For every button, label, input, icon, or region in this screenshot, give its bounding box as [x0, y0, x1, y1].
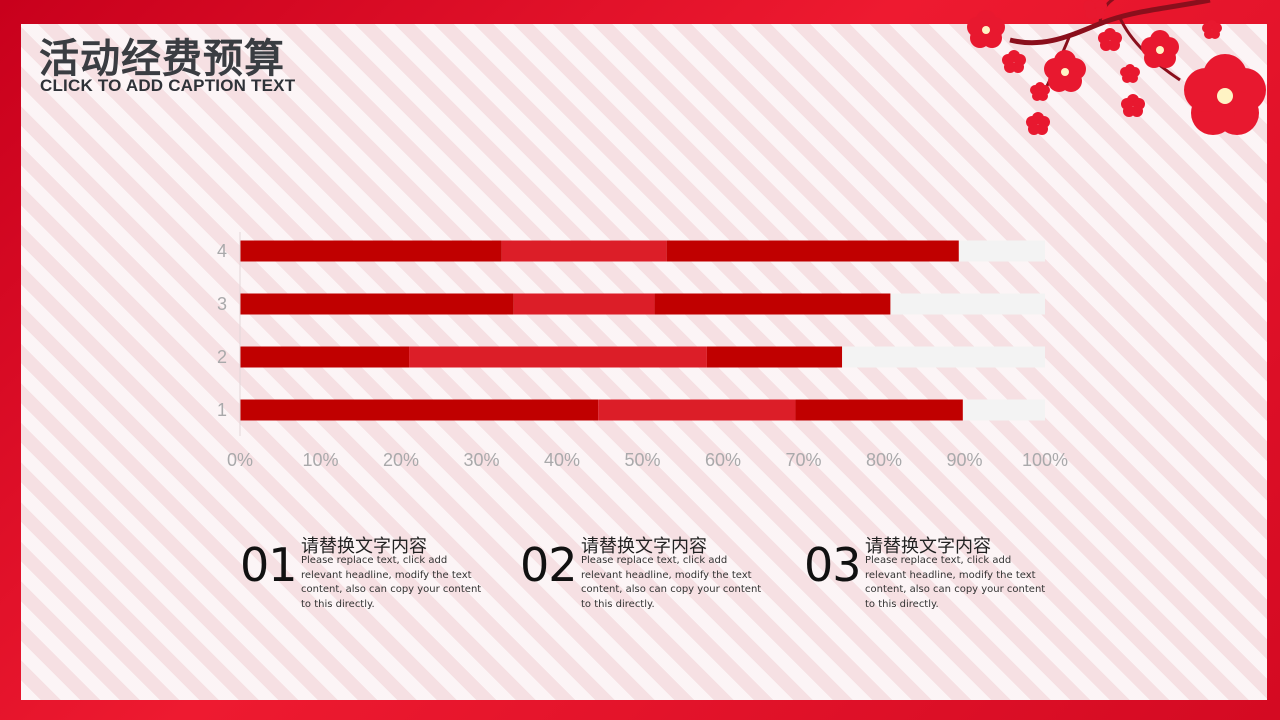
- category-label: 2: [217, 347, 227, 367]
- bar-segment-1-3: [795, 399, 963, 421]
- x-tick-label: 70%: [785, 450, 821, 470]
- bar-segment-2-1: [240, 346, 410, 368]
- bar-segment-3-3: [654, 293, 891, 315]
- bar-segment-1-2: [598, 399, 796, 421]
- info-item-2: 02 请替换文字内容 Please replace text, click ad…: [520, 532, 780, 622]
- bar-segment-2-3: [706, 346, 843, 368]
- category-label: 1: [217, 400, 227, 420]
- bar-segment-2-4: [842, 346, 1045, 368]
- item-body-text: Please replace text, click add relevant …: [301, 555, 482, 610]
- info-item-3: 03 请替换文字内容 Please replace text, click ad…: [804, 532, 1064, 622]
- x-tick-label: 0%: [227, 450, 253, 470]
- x-tick-label: 80%: [866, 450, 902, 470]
- x-tick-label: 40%: [544, 450, 580, 470]
- x-tick-label: 60%: [705, 450, 741, 470]
- slide-caption: CLICK TO ADD CAPTION TEXT: [40, 76, 296, 95]
- bar-segment-1-4: [962, 399, 1045, 421]
- item-heading: 请替换文字内容: [865, 536, 991, 557]
- bar-segment-4-1: [240, 240, 502, 262]
- item-number: 03: [804, 538, 862, 592]
- x-tick-label: 20%: [383, 450, 419, 470]
- item-number: 02: [520, 538, 578, 592]
- bar-segment-4-2: [501, 240, 667, 262]
- bar-segment-3-4: [890, 293, 1045, 315]
- item-number: 01: [240, 538, 298, 592]
- x-tick-label: 10%: [302, 450, 338, 470]
- category-label: 4: [217, 241, 227, 261]
- plum-blossom-decoration: [967, 0, 1266, 135]
- bar-segment-3-1: [240, 293, 514, 315]
- category-label: 3: [217, 294, 227, 314]
- bar-segment-1-1: [240, 399, 599, 421]
- item-heading: 请替换文字内容: [301, 536, 427, 557]
- x-tick-label: 50%: [624, 450, 660, 470]
- bar-segment-4-4: [958, 240, 1045, 262]
- bar-segment-3-2: [513, 293, 655, 315]
- item-body-text: Please replace text, click add relevant …: [581, 555, 762, 610]
- bar-segment-4-3: [666, 240, 959, 262]
- item-body-text: Please replace text, click add relevant …: [865, 555, 1046, 610]
- x-tick-label: 30%: [463, 450, 499, 470]
- info-item-1: 01 请替换文字内容 Please replace text, click ad…: [240, 532, 500, 622]
- bar-segment-2-2: [409, 346, 707, 368]
- x-tick-label: 100%: [1022, 450, 1068, 470]
- slide-title: 活动经费预算: [39, 36, 285, 82]
- item-heading: 请替换文字内容: [581, 536, 707, 557]
- x-tick-label: 90%: [946, 450, 982, 470]
